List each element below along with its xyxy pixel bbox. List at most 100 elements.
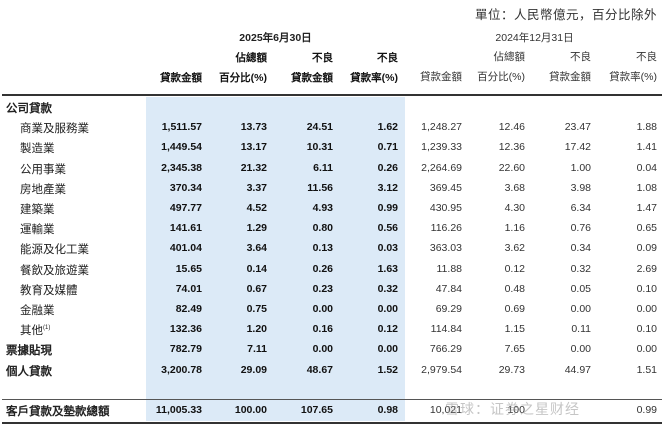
cell-col6: 0.05 — [570, 282, 591, 295]
total-row: 客戶貸款及墊款總額 11,005.33 100.00 107.65 0.98 10,021… — [0, 400, 665, 420]
cell-col6: 17.42 — [564, 141, 591, 154]
header-current-col3-line1: 貸款率(%) — [350, 72, 398, 84]
cell-col7: 0.00 — [636, 343, 657, 356]
cell-col4: 2,979.54 — [421, 363, 462, 376]
header-current-col3-line0: 不良 — [377, 52, 398, 64]
cell-col1: 0.67 — [246, 282, 267, 295]
cell-col6: 0.00 — [570, 343, 591, 356]
row-label: 金融業 — [20, 305, 55, 317]
cell-col0: 1,449.54 — [161, 141, 202, 154]
cell-col5: 22.60 — [498, 161, 525, 174]
cell-col2: 0.80 — [312, 222, 333, 235]
cell-col3: 1.63 — [377, 262, 398, 275]
table-row: 餐飲及旅遊業 15.65 0.14 0.26 1.63 11.88 0.12 0.32 2.69 — [0, 259, 665, 279]
cell-col1: 13.73 — [240, 121, 267, 134]
cell-col1: 29.09 — [240, 363, 267, 376]
total-cell-col1: 100.00 — [234, 404, 267, 416]
table-row: 房地產業 370.34 3.37 11.56 3.12 369.45 3.68 3.98 1.0… — [0, 178, 665, 198]
cell-col5: 3.62 — [504, 242, 525, 255]
cell-col4: 114.84 — [430, 323, 462, 336]
table-row: 教育及媒體 74.01 0.67 0.23 0.32 47.84 0.48 0.05 0.10 — [0, 279, 665, 299]
cell-col0: 74.01 — [175, 282, 202, 295]
cell-col1: 7.11 — [247, 343, 267, 356]
header-current-col2-line1: 貸款金額 — [291, 72, 333, 84]
cell-col0: 82.49 — [175, 303, 202, 315]
table-row: 票據貼現 782.79 7.11 0.00 0.00 766.29 7.65 0.00 0.00 — [0, 339, 665, 359]
cell-col7: 0.65 — [636, 222, 657, 235]
cell-col0: 3,200.78 — [161, 363, 202, 376]
table-row: 能源及化工業 401.04 3.64 0.13 0.03 363.03 3.62 0.34 0.… — [0, 238, 665, 258]
cell-col6: 23.47 — [564, 121, 591, 134]
cell-col4: 11.88 — [436, 262, 463, 275]
header-previous-col2-line0: 不良 — [570, 51, 591, 63]
cell-col6: 0.76 — [570, 222, 591, 235]
cell-col5: 12.36 — [498, 141, 525, 154]
period-previous: 2024年12月31日 — [495, 32, 574, 44]
cell-col0: 141.61 — [169, 222, 202, 235]
total-rule-top — [2, 399, 662, 400]
cell-col1: 1.29 — [246, 222, 267, 235]
cell-col6: 0.32 — [570, 262, 591, 275]
cell-col4: 430.95 — [429, 202, 462, 214]
total-cell-col5: 100 — [507, 404, 525, 416]
table-row: 個人貸款 3,200.78 29.09 48.67 1.52 2,979.54 29.73 4… — [0, 360, 665, 380]
table-row: 公用事業 2,345.38 21.32 6.11 0.26 2,264.69 22.60 1.… — [0, 158, 665, 178]
cell-col3: 0.71 — [377, 141, 398, 154]
period-current: 2025年6月30日 — [239, 32, 312, 44]
cell-col1: 3.37 — [246, 181, 267, 194]
cell-col4: 1,239.33 — [421, 141, 462, 154]
cell-col5: 29.73 — [498, 363, 525, 376]
cell-col3: 1.62 — [377, 121, 398, 134]
cell-col4: 69.29 — [435, 303, 462, 315]
table-row: 商業及服務業 1,511.57 13.73 24.51 1.62 1,248.27 12.4… — [0, 117, 665, 137]
cell-col1: 13.17 — [240, 141, 267, 154]
cell-col7: 0.10 — [636, 282, 657, 295]
cell-col2: 6.11 — [313, 161, 333, 174]
header-current-col1-line1: 百分比(%) — [219, 72, 267, 84]
cell-col5: 7.65 — [504, 343, 525, 356]
cell-col5: 1.15 — [504, 323, 525, 336]
cell-col1: 0.14 — [246, 262, 267, 275]
cell-col7: 1.47 — [636, 202, 657, 214]
cell-col2: 10.31 — [306, 141, 333, 154]
cell-col0: 401.04 — [169, 242, 202, 255]
cell-col0: 497.77 — [169, 202, 202, 214]
header-previous-col2-line1: 貸款金額 — [549, 71, 591, 83]
table-row: 公司貸款 — [0, 97, 665, 117]
cell-col4: 363.03 — [429, 242, 462, 255]
total-cell-col0: 11,005.33 — [155, 404, 202, 416]
cell-col6: 44.97 — [564, 363, 591, 376]
row-label: 餐飲及旅遊業 — [20, 264, 89, 277]
row-label: 其他(1) — [20, 325, 51, 338]
cell-col0: 370.34 — [169, 181, 202, 194]
cell-col1: 0.75 — [246, 303, 267, 315]
cell-col0: 2,345.38 — [161, 161, 202, 174]
header-previous-col3-line0: 不良 — [636, 51, 657, 63]
row-label: 教育及媒體 — [20, 284, 78, 297]
row-label: 票據貼現 — [6, 345, 52, 358]
header-current-col0-line1: 貸款金額 — [160, 72, 202, 84]
cell-col7: 0.10 — [636, 323, 657, 336]
cell-col1: 4.52 — [246, 202, 267, 214]
cell-col2: 4.93 — [312, 202, 333, 214]
cell-col4: 369.45 — [429, 181, 462, 194]
total-label: 客戶貸款及墊款總額 — [6, 406, 110, 418]
header-previous-col1-line0: 佔總額 — [493, 51, 526, 63]
cell-col6: 0.11 — [571, 323, 591, 336]
cell-col3: 0.32 — [377, 282, 398, 295]
cell-col2: 48.67 — [306, 363, 333, 376]
cell-col4: 47.84 — [435, 282, 462, 295]
header-previous-col0-line1: 貸款金額 — [420, 71, 462, 83]
cell-col6: 0.00 — [570, 303, 591, 315]
cell-col6: 0.34 — [570, 242, 591, 255]
row-label: 房地產業 — [20, 183, 66, 196]
cell-col7: 1.08 — [636, 181, 657, 194]
watermark-text: 雪球：证券之星财经 — [445, 401, 580, 417]
total-cell-col3: 0.98 — [377, 404, 398, 416]
cell-col3: 0.03 — [377, 242, 398, 255]
cell-col1: 1.20 — [246, 323, 267, 336]
total-cell-col4: 10,021 — [429, 404, 462, 416]
cell-col3: 0.00 — [377, 343, 398, 356]
cell-col3: 0.12 — [377, 323, 398, 336]
cell-col0: 132.36 — [169, 323, 202, 336]
